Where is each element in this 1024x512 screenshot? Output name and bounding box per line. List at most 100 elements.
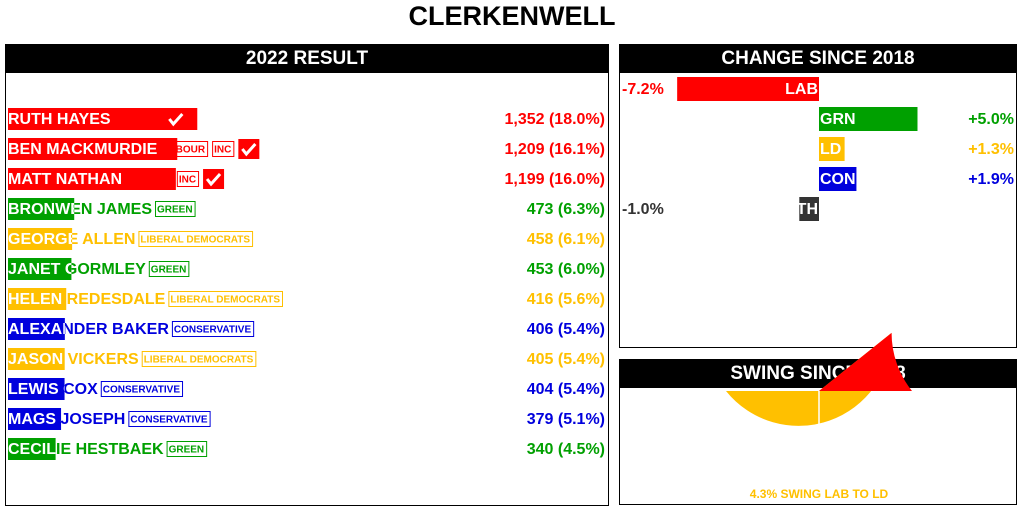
- party-tag: LABOUR: [116, 115, 160, 126]
- vote-label: 340 (4.5%): [527, 441, 605, 458]
- vote-label: 473 (6.3%): [527, 201, 605, 218]
- vote-label: 1,352 (18.0%): [504, 111, 605, 128]
- candidate-name: JANET GORMLEY: [8, 261, 146, 278]
- swing-from: [819, 332, 912, 391]
- candidate-name: HELEN REDESDALE: [8, 291, 166, 308]
- candidate-name: JASON VICKERS: [8, 351, 139, 368]
- change-header: [619, 44, 1017, 73]
- candidate-name-overlay: GEORGE ALLEN: [8, 231, 135, 248]
- elected-check: [205, 172, 222, 187]
- party-tag-box: [155, 201, 196, 217]
- change-bar: [819, 107, 918, 131]
- candidate-name: RUTH HAYES: [8, 111, 111, 128]
- page-title: CLERKENWELL: [409, 1, 616, 31]
- candidate-name-overlay: MATT NATHAN: [8, 171, 122, 188]
- party-tag-box: [138, 231, 254, 247]
- candidate-name-overlay: JASON VICKERS: [8, 351, 139, 368]
- vote-label: 379 (5.1%): [527, 411, 605, 428]
- change-label: -1.0%: [622, 201, 664, 218]
- candidate-name: BRONWEN JAMES: [8, 201, 152, 218]
- party-tag: INC: [179, 175, 196, 186]
- party-tag-box: [171, 321, 255, 337]
- vote-label: 1,199 (16.0%): [504, 171, 605, 188]
- result-header: [5, 44, 609, 73]
- change-label: +5.0%: [968, 111, 1014, 128]
- party-tag: CONSERVATIVE: [130, 415, 208, 426]
- change-bar: [799, 197, 819, 221]
- party-tag: LABOUR: [127, 175, 171, 186]
- vote-label: 1,209 (16.1%): [504, 141, 605, 158]
- party-tag-box: [128, 411, 211, 427]
- party-tag: GREEN: [157, 205, 193, 216]
- party-label: GRN: [820, 111, 856, 128]
- vote-bar: [8, 318, 65, 340]
- result-heading: 2022 RESULT: [246, 48, 369, 69]
- change-bar: [819, 167, 857, 191]
- vote-label: 458 (6.1%): [527, 231, 605, 248]
- party-tag-box: [113, 111, 162, 127]
- party-tag: LIBERAL DEMOCRATS: [140, 235, 250, 246]
- party-tag-box: [141, 351, 257, 367]
- party-label: LAB: [785, 81, 818, 98]
- candidate-name-overlay: BEN MACKMURDIE: [8, 141, 158, 158]
- elected-check: [241, 142, 257, 157]
- party-tag-box: [212, 141, 235, 157]
- vote-bar: [8, 408, 62, 430]
- vote-bar: [8, 348, 65, 370]
- party-tag-box: [166, 441, 208, 457]
- party-tag-box: [148, 261, 190, 277]
- candidate-name: GEORGE ALLEN: [8, 231, 135, 248]
- candidate-name-overlay: MAGS JOSEPH: [8, 411, 125, 428]
- party-label: LD: [820, 141, 841, 158]
- candidate-name: MATT NATHAN: [8, 171, 122, 188]
- vote-bar: [8, 258, 72, 280]
- vote-bar: [8, 378, 65, 400]
- party-tag-box: [160, 141, 209, 157]
- vote-bar: [8, 168, 176, 190]
- party-label: OTH: [784, 201, 818, 218]
- change-label: -7.2%: [622, 81, 664, 98]
- party-label: CON: [820, 171, 856, 188]
- party-tag-box: [168, 291, 283, 307]
- candidate-name: ALEXANDER BAKER: [8, 321, 169, 338]
- vote-label: 405 (5.4%): [527, 351, 605, 368]
- candidate-name: CECILIE HESTBAEK: [8, 441, 164, 458]
- candidate-name: LEWIS COX: [8, 381, 98, 398]
- candidate-name-overlay: HELEN REDESDALE: [8, 291, 166, 308]
- party-tag-box: [100, 381, 184, 397]
- candidate-name: BEN MACKMURDIE: [8, 141, 158, 158]
- candidate-name-overlay: LEWIS COX: [8, 381, 98, 398]
- party-tag: LABOUR: [162, 145, 206, 156]
- change-bar: [677, 77, 819, 101]
- candidate-name-overlay: JANET GORMLEY: [8, 261, 146, 278]
- vote-bar: [8, 138, 178, 160]
- elected-check: [168, 112, 184, 127]
- party-tag: CONSERVATIVE: [103, 385, 181, 396]
- change-label: +1.9%: [968, 171, 1014, 188]
- party-tag: CONSERVATIVE: [174, 325, 252, 336]
- vote-label: 416 (5.6%): [527, 291, 605, 308]
- candidate-name-overlay: BRONWEN JAMES: [8, 201, 152, 218]
- change-bar: [819, 137, 845, 161]
- swing-to: [726, 332, 892, 426]
- party-tag: INC: [214, 145, 231, 156]
- party-tag-box: [125, 171, 173, 187]
- candidate-name-overlay: ALEXANDER BAKER: [8, 321, 169, 338]
- vote-bar: [8, 438, 56, 460]
- vote-label: 404 (5.4%): [527, 381, 605, 398]
- party-tag: LIBERAL DEMOCRATS: [170, 295, 280, 306]
- vote-label: 406 (5.4%): [527, 321, 605, 338]
- candidate-name: MAGS JOSEPH: [8, 411, 125, 428]
- vote-label: 453 (6.0%): [527, 261, 605, 278]
- change-heading: CHANGE SINCE 2018: [721, 48, 914, 69]
- vote-bar: [8, 198, 75, 220]
- vote-bar: [8, 108, 198, 130]
- vote-bar: [8, 228, 73, 250]
- vote-bar: [8, 288, 67, 310]
- party-tag: GREEN: [169, 445, 205, 456]
- candidate-name-overlay: CECILIE HESTBAEK: [8, 441, 164, 458]
- swing-header: [619, 359, 1017, 388]
- party-tag: GREEN: [151, 265, 187, 276]
- swing-label: 4.3% SWING LAB TO LD: [750, 487, 889, 501]
